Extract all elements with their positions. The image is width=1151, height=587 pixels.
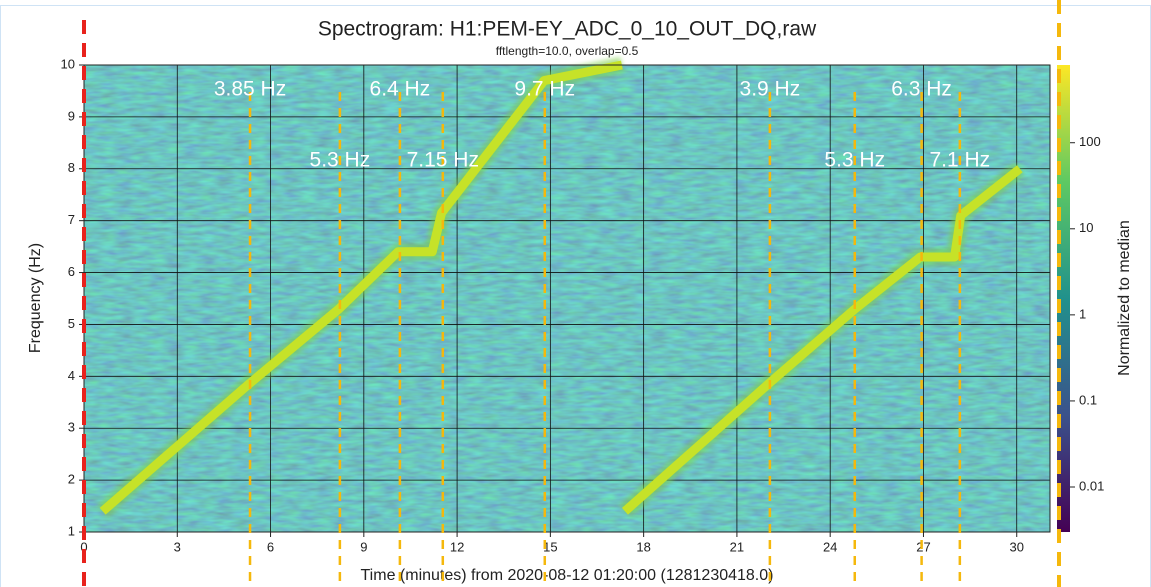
colorbar-tick-label: 10: [1079, 220, 1093, 235]
colorbar-tick-label: 1: [1079, 306, 1086, 321]
x-tick-label: 3: [174, 539, 181, 554]
colorbar-tick-label: 0.01: [1079, 478, 1104, 493]
annotation-label: 5.3 Hz: [310, 149, 371, 172]
annotation-label: 3.9 Hz: [740, 78, 801, 101]
annotation-label: 6.4 Hz: [370, 78, 431, 101]
x-axis-label: Time (minutes) from 2020-08-12 01:20:00 …: [361, 567, 774, 584]
annotation-label: 3.85 Hz: [214, 78, 286, 101]
y-tick-label: 7: [68, 212, 75, 227]
x-tick-label: 30: [1009, 539, 1023, 554]
annotation-label: 9.7 Hz: [514, 78, 575, 101]
annotation-label: 5.3 Hz: [824, 149, 885, 172]
x-tick-label: 18: [636, 539, 650, 554]
colorbar-label: Normalized to median: [1116, 220, 1133, 376]
spectrogram-background: [84, 65, 1050, 532]
y-axis-label: Frequency (Hz): [27, 243, 44, 353]
annotation-label: 7.1 Hz: [929, 149, 990, 172]
x-tick-label: 27: [916, 539, 930, 554]
y-tick-label: 9: [68, 108, 75, 123]
annotation-label: 7.15 Hz: [407, 149, 479, 172]
chart: Spectrogram: H1:PEM-EY_ADC_0_10_OUT_DQ,r…: [0, 0, 1151, 587]
chart-subtitle: fftlength=10.0, overlap=0.5: [496, 44, 639, 58]
x-tick-label: 21: [730, 539, 744, 554]
x-tick-label: 9: [360, 539, 367, 554]
colorbar-tick-label: 0.1: [1079, 392, 1097, 407]
x-tick-label: 24: [823, 539, 837, 554]
y-tick-label: 10: [61, 56, 75, 71]
x-tick-label: 6: [267, 539, 274, 554]
y-tick-label: 6: [68, 264, 75, 279]
annotation-label: 6.3 Hz: [891, 78, 952, 101]
y-tick-label: 5: [68, 316, 75, 331]
y-tick-label: 8: [68, 160, 75, 175]
chart-title: Spectrogram: H1:PEM-EY_ADC_0_10_OUT_DQ,r…: [318, 18, 817, 41]
colorbar-tick-label: 100: [1079, 134, 1101, 149]
y-tick-label: 3: [68, 420, 75, 435]
x-tick-label: 12: [450, 539, 464, 554]
y-tick-label: 4: [68, 368, 75, 383]
y-tick-label: 2: [68, 472, 75, 487]
y-tick-label: 1: [68, 523, 75, 538]
